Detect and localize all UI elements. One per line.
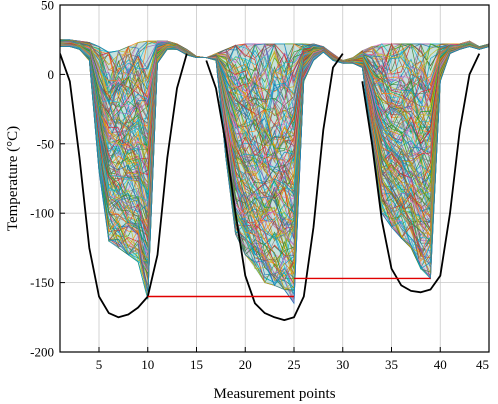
measurement-curve <box>60 44 489 268</box>
measurement-curve <box>60 44 489 249</box>
measurement-curve <box>60 46 489 305</box>
measurement-curve <box>60 39 489 91</box>
x-axis-title: Measurement points <box>213 386 335 402</box>
measurement-curve <box>60 44 489 265</box>
measurement-curve <box>60 43 489 216</box>
measurement-curve <box>60 40 489 127</box>
measurement-curve <box>60 45 489 276</box>
measurement-curve <box>60 43 489 239</box>
measurement-curve <box>60 40 489 129</box>
measurement-curve <box>60 41 489 133</box>
measurement-curve <box>60 44 489 247</box>
plot-frame <box>59 4 490 353</box>
envelope-curve <box>60 53 188 319</box>
measurement-curve <box>60 43 489 230</box>
measurement-curve <box>60 45 489 295</box>
y-axis-title: Temperature (°C) <box>5 126 21 231</box>
measurement-curve <box>60 44 489 271</box>
x-tick-label: 5 <box>96 357 103 372</box>
measurement-curve <box>60 43 489 227</box>
y-tick-label: 0 <box>48 67 55 82</box>
measurement-curve <box>60 41 489 147</box>
measurement-curve <box>60 43 489 180</box>
series-layer <box>60 53 481 322</box>
measurement-curve <box>60 42 489 191</box>
measurement-curve <box>60 43 489 225</box>
x-tick-label: 15 <box>190 357 203 372</box>
measurement-curve <box>60 42 489 148</box>
measurement-curve <box>60 40 489 116</box>
x-tick-label: 45 <box>476 357 489 372</box>
y-tick-label: -200 <box>30 345 54 360</box>
measurement-curve <box>60 43 489 236</box>
measurement-curve <box>60 44 489 235</box>
measurement-curve <box>60 45 489 278</box>
measurement-curve <box>60 40 489 105</box>
measurement-curve <box>60 39 489 98</box>
measurement-curve <box>60 40 489 118</box>
x-tick-label: 35 <box>385 357 398 372</box>
measurement-curve <box>60 41 489 162</box>
measurement-curve <box>60 40 489 123</box>
measurement-curve <box>60 44 489 266</box>
y-tick-label: -150 <box>30 275 54 290</box>
measurement-curve <box>60 43 489 226</box>
measurement-curve <box>60 41 489 145</box>
x-tick-label: 10 <box>141 357 154 372</box>
measurement-curve <box>60 46 489 291</box>
measurement-curve <box>60 45 489 282</box>
y-tick-label: -50 <box>37 136 54 151</box>
measurement-curve <box>60 39 489 99</box>
measurement-curve <box>60 40 489 132</box>
measurement-band <box>60 39 489 305</box>
measurement-curve <box>60 43 489 224</box>
x-tick-label: 25 <box>288 357 301 372</box>
tick-layer: 5 10 15 20 25 30 35 40 45 -200 -150 -100 -50 0 50 <box>30 0 490 372</box>
x-tick-label: 40 <box>434 357 447 372</box>
x-tick-label: 30 <box>336 357 349 372</box>
x-tick-label: 20 <box>239 357 252 372</box>
envelope-curve <box>361 53 481 294</box>
measurement-curve <box>60 40 489 88</box>
y-tick-label: -100 <box>30 206 54 221</box>
envelope-curve <box>205 53 344 322</box>
measurement-curve <box>60 42 489 192</box>
measurement-curve <box>60 45 489 289</box>
measurement-curve <box>60 41 489 146</box>
y-tick-label: 50 <box>41 0 54 13</box>
measurement-curve <box>60 45 489 288</box>
measurement-curve <box>60 41 489 117</box>
